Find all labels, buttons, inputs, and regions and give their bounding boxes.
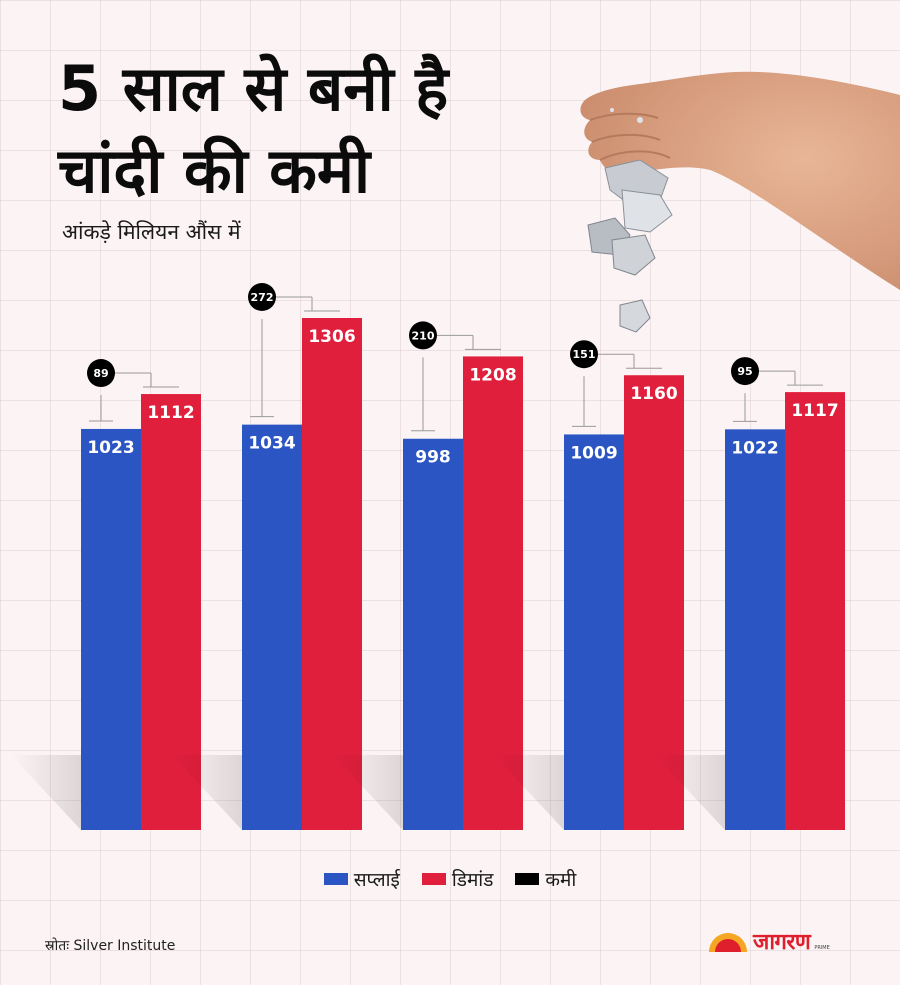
bar-shadow [333,755,403,830]
data-label-deficit: 151 [573,348,596,361]
title-line-2: चांदी की कमी [58,134,371,207]
bar-supply [242,424,302,830]
bar-supply [725,429,785,830]
bar-demand [463,356,523,830]
legend-label-supply: सप्लाई [353,869,400,891]
bar-shadow [172,755,242,830]
data-label-deficit: 210 [412,329,435,342]
data-label-deficit: 272 [251,291,274,304]
legend-item-supply: सप्लाई [323,866,400,892]
deficit-bubble [731,357,759,386]
bars-layer: 1023 1112 89 1034 1306 272 998 1208 210 1009 1160 1… [11,283,845,830]
data-label-supply: 1034 [248,434,295,454]
subtitle: आंकड़े मिलियन औंस में [62,220,241,244]
logo-text: जागरण [753,930,811,955]
page-title: 5 साल से बनी है चांदी की कमी [58,48,578,212]
data-label-supply: 1009 [570,443,617,463]
bar-supply [81,428,141,830]
data-label-supply: 1022 [731,438,778,458]
data-label-demand: 1112 [147,403,194,423]
deficit-bubble [248,283,276,311]
jagran-prime-logo: जागरण PRIME [707,926,830,956]
legend-label-demand: डिमांड [451,869,494,891]
data-label-demand: 1208 [469,365,516,385]
title-line-1: 5 साल से बनी है [58,52,449,125]
source-note: स्रोतः Silver Institute [45,938,176,954]
hand-illustration [580,71,900,291]
legend-label-deficit: कमी [545,869,577,891]
data-label-deficit: 95 [737,365,752,378]
deficit-bubble [87,359,115,388]
bar-supply [564,434,624,830]
legend-swatch-demand [421,873,446,885]
data-label-supply: 1023 [87,438,134,458]
sun-logo-icon [709,933,747,952]
bar-demand [785,392,845,830]
data-label-demand: 1160 [630,384,677,404]
bar-demand [624,375,684,830]
legend-swatch-supply [323,873,348,885]
deficit-bubble [409,321,437,350]
data-label-deficit: 89 [93,367,108,380]
bar-shadow [655,755,725,830]
bar-shadow [11,755,81,830]
legend-swatch-deficit [515,873,540,885]
deficit-bubble [570,340,598,369]
data-label-demand: 1306 [308,327,355,347]
silver-flakes [587,108,673,333]
legend-item-deficit: कमी [515,866,576,892]
data-label-demand: 1117 [791,401,838,421]
data-label-supply: 998 [415,448,451,468]
bar-supply [403,438,463,830]
bar-shadow [494,755,564,830]
legend: सप्लाई डिमांड कमी [0,866,900,892]
logo-prime: PRIME [814,945,830,951]
bar-demand [302,318,362,830]
legend-item-demand: डिमांड [421,866,494,892]
